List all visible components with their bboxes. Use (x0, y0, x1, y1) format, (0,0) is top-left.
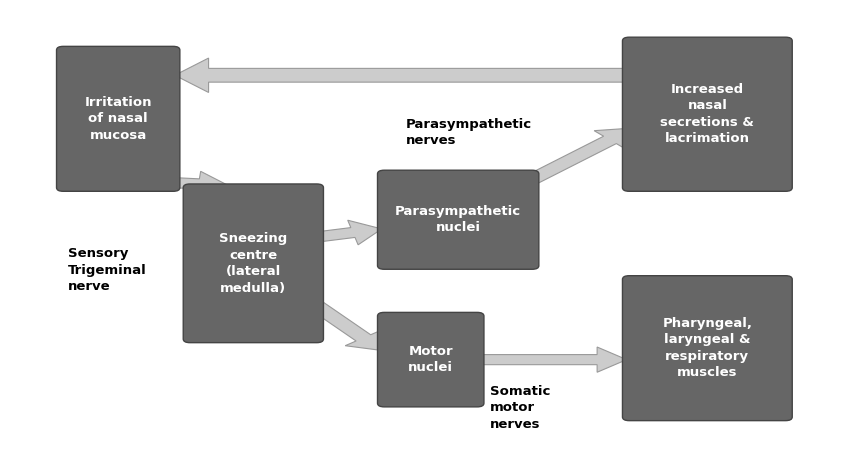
FancyArrow shape (301, 297, 382, 350)
FancyArrow shape (134, 171, 227, 197)
FancyBboxPatch shape (377, 312, 483, 407)
Text: Motor
nuclei: Motor nuclei (408, 345, 452, 375)
FancyBboxPatch shape (56, 46, 180, 191)
FancyArrow shape (175, 58, 785, 92)
FancyBboxPatch shape (622, 37, 792, 191)
FancyArrow shape (478, 347, 626, 372)
FancyBboxPatch shape (622, 276, 792, 421)
Text: Sneezing
centre
(lateral
medulla): Sneezing centre (lateral medulla) (219, 232, 287, 295)
Text: Sensory
Trigeminal
nerve: Sensory Trigeminal nerve (67, 247, 146, 293)
Text: Somatic
motor
nerves: Somatic motor nerves (489, 385, 550, 431)
Text: Pharyngeal,
laryngeal &
respiratory
muscles: Pharyngeal, laryngeal & respiratory musc… (661, 317, 751, 379)
FancyArrow shape (500, 128, 633, 196)
FancyBboxPatch shape (183, 184, 323, 343)
FancyBboxPatch shape (377, 170, 538, 269)
Text: Parasympathetic
nuclei: Parasympathetic nuclei (394, 205, 521, 234)
Text: Increased
nasal
secretions &
lacrimation: Increased nasal secretions & lacrimation (659, 83, 753, 146)
FancyArrow shape (306, 220, 382, 245)
Text: Irritation
of nasal
mucosa: Irritation of nasal mucosa (84, 96, 152, 142)
Text: Parasympathetic
nerves: Parasympathetic nerves (405, 118, 531, 148)
